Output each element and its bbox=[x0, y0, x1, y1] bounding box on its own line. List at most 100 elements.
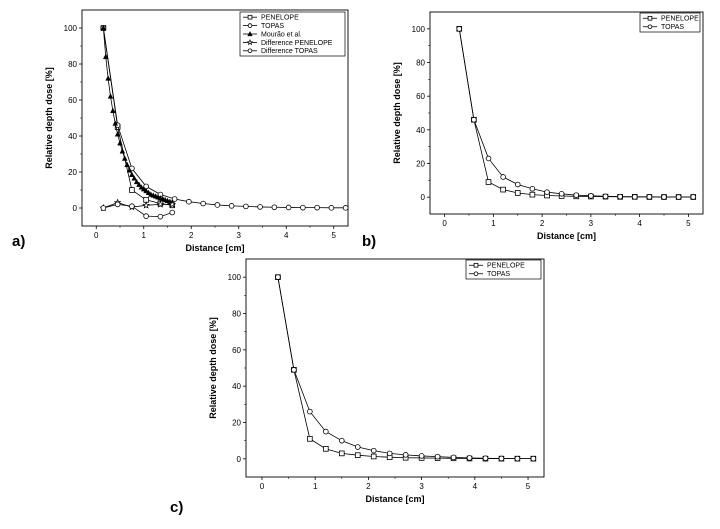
data-point bbox=[105, 75, 111, 81]
data-point bbox=[482, 455, 489, 462]
y-tick-label: 60 bbox=[416, 92, 425, 101]
y-tick-label: 100 bbox=[412, 25, 426, 34]
data-point bbox=[107, 93, 114, 99]
data-point bbox=[129, 187, 135, 193]
data-point bbox=[124, 161, 130, 168]
x-tick-label: 2 bbox=[366, 482, 371, 491]
x-tick-label: 1 bbox=[313, 482, 318, 491]
plot-frame bbox=[245, 258, 545, 478]
data-point bbox=[500, 174, 506, 180]
data-point bbox=[558, 191, 565, 197]
panel-label: c) bbox=[170, 499, 183, 516]
legend-entry: Difference TOPAS bbox=[261, 48, 318, 55]
data-point bbox=[450, 454, 457, 461]
panel-label: b) bbox=[362, 233, 376, 250]
legend-entry: PENELOPE bbox=[261, 15, 299, 22]
series-penelope bbox=[275, 274, 537, 462]
data-point bbox=[675, 194, 682, 200]
data-point bbox=[200, 200, 206, 207]
series-line bbox=[277, 277, 534, 460]
x-tick-label: 0 bbox=[94, 231, 99, 240]
data-point bbox=[544, 189, 550, 195]
data-point bbox=[514, 181, 521, 188]
legend-marker bbox=[247, 30, 253, 37]
legend-entry: TOPAS bbox=[661, 24, 684, 31]
legend-entry: Mourão et al. bbox=[261, 31, 302, 38]
y-tick-label: 80 bbox=[232, 310, 241, 319]
data-point bbox=[386, 450, 393, 457]
series-topas bbox=[456, 26, 697, 200]
x-tick-label: 0 bbox=[260, 482, 265, 491]
data-point bbox=[117, 140, 123, 146]
data-point bbox=[434, 453, 441, 460]
data-point bbox=[129, 171, 135, 177]
data-point bbox=[588, 193, 594, 199]
data-point bbox=[631, 194, 638, 200]
legend-box bbox=[239, 11, 346, 57]
x-tick-label: 5 bbox=[332, 231, 337, 240]
data-point bbox=[171, 196, 178, 202]
legend-entry: TOPAS bbox=[487, 271, 510, 278]
data-point bbox=[121, 155, 128, 161]
y-tick-label: 0 bbox=[421, 193, 426, 202]
data-point bbox=[530, 455, 537, 462]
data-point bbox=[291, 367, 297, 373]
x-tick-label: 2 bbox=[189, 231, 194, 240]
x-tick-label: 4 bbox=[284, 231, 289, 240]
y-axis-title: Relative depth dose [%] bbox=[208, 317, 218, 419]
data-point bbox=[500, 186, 506, 193]
y-tick-label: 20 bbox=[232, 419, 241, 428]
data-point bbox=[471, 116, 477, 123]
x-tick-label: 5 bbox=[526, 482, 531, 491]
legend-marker bbox=[647, 15, 653, 21]
series-mour-o-et-al- bbox=[100, 24, 176, 205]
data-point bbox=[354, 444, 361, 450]
data-point bbox=[498, 455, 505, 462]
y-tick-label: 20 bbox=[416, 160, 425, 169]
y-tick-label: 40 bbox=[232, 382, 241, 391]
data-point bbox=[136, 181, 142, 187]
chart-panel-c: 0 1 2 3 4 5 0 20 40 60 80 100 Distance [cm] Relative … bbox=[170, 258, 545, 516]
data-point bbox=[300, 204, 306, 211]
data-point bbox=[418, 453, 425, 459]
chart-panel-a: 0 1 2 3 4 5 0 20 40 60 80 100 Distance [cm] Relative … bbox=[12, 9, 349, 253]
x-tick-label: 2 bbox=[540, 219, 545, 228]
y-tick-label: 20 bbox=[68, 168, 77, 177]
legend-marker bbox=[246, 38, 254, 46]
data-point bbox=[143, 213, 149, 219]
y-tick-label: 60 bbox=[232, 346, 241, 355]
data-point bbox=[307, 408, 313, 415]
legend-marker bbox=[647, 24, 653, 30]
data-point bbox=[285, 204, 292, 211]
data-point bbox=[129, 203, 135, 210]
data-point bbox=[514, 190, 521, 196]
data-point bbox=[145, 189, 152, 195]
x-axis-title: Distance [cm] bbox=[365, 494, 424, 504]
y-axis-title: Relative depth dose [%] bbox=[44, 67, 54, 169]
x-tick-label: 5 bbox=[686, 219, 691, 228]
data-point bbox=[529, 185, 536, 192]
x-tick-label: 3 bbox=[419, 482, 424, 491]
data-point bbox=[342, 205, 349, 211]
data-point bbox=[243, 203, 249, 210]
data-point bbox=[112, 120, 119, 126]
data-point bbox=[102, 53, 109, 60]
data-point bbox=[114, 201, 121, 208]
data-point bbox=[323, 446, 329, 452]
data-point bbox=[307, 436, 313, 442]
data-point bbox=[514, 455, 521, 462]
panel-label: a) bbox=[12, 233, 25, 250]
y-tick-label: 0 bbox=[237, 455, 242, 464]
series-penelope bbox=[100, 25, 176, 209]
x-tick-label: 3 bbox=[237, 231, 242, 240]
y-tick-label: 60 bbox=[68, 96, 77, 105]
series-topas bbox=[275, 274, 537, 462]
x-tick-label: 3 bbox=[589, 219, 594, 228]
legend-entry: PENELOPE bbox=[487, 263, 525, 270]
data-point bbox=[156, 200, 165, 208]
data-point bbox=[646, 194, 653, 200]
data-point bbox=[354, 452, 361, 458]
data-point bbox=[275, 274, 281, 280]
